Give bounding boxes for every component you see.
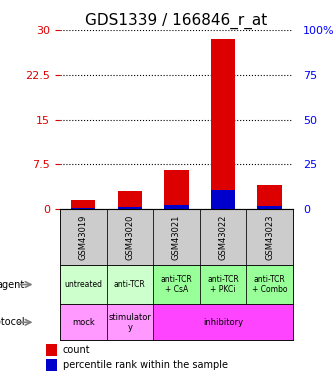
FancyBboxPatch shape [60,265,107,304]
Bar [118,207,142,209]
Bar [118,191,142,209]
FancyBboxPatch shape [153,209,200,265]
Bar [211,39,235,209]
Bar [71,208,96,209]
Text: anti-TCR
+ PKCi: anti-TCR + PKCi [207,275,239,294]
Text: anti-TCR: anti-TCR [114,280,146,289]
FancyBboxPatch shape [200,209,246,265]
Bar [257,206,282,209]
FancyBboxPatch shape [107,209,153,265]
Text: agent: agent [0,279,25,290]
Text: anti-TCR
+ Combo: anti-TCR + Combo [252,275,287,294]
Text: protocol: protocol [0,317,25,327]
Text: anti-TCR
+ CsA: anti-TCR + CsA [161,275,192,294]
Text: GSM43023: GSM43023 [265,214,274,260]
FancyBboxPatch shape [60,304,107,340]
FancyBboxPatch shape [200,265,246,304]
Text: GSM43022: GSM43022 [218,214,228,260]
FancyBboxPatch shape [153,304,293,340]
FancyBboxPatch shape [107,304,153,340]
Bar [46,359,57,371]
FancyBboxPatch shape [153,265,200,304]
Text: inhibitory: inhibitory [203,318,243,327]
Bar [164,170,189,209]
FancyBboxPatch shape [60,209,107,265]
Text: GSM43019: GSM43019 [79,214,88,260]
Text: stimulator
y: stimulator y [109,313,151,332]
Bar [211,190,235,209]
Text: percentile rank within the sample: percentile rank within the sample [63,360,227,370]
Text: GSM43021: GSM43021 [172,214,181,260]
FancyBboxPatch shape [246,209,293,265]
Text: untreated: untreated [64,280,102,289]
FancyBboxPatch shape [107,265,153,304]
Title: GDS1339 / 166846_r_at: GDS1339 / 166846_r_at [85,12,268,28]
Text: count: count [63,345,90,355]
Text: mock: mock [72,318,95,327]
Text: GSM43020: GSM43020 [125,214,135,260]
Bar [46,344,57,355]
Bar [164,206,189,209]
Bar [257,185,282,209]
FancyBboxPatch shape [246,265,293,304]
Bar [71,200,96,209]
